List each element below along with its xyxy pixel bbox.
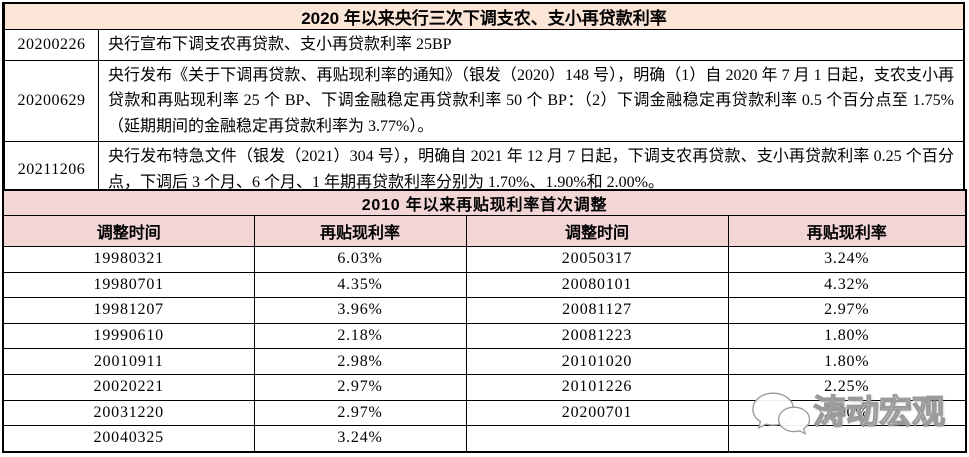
rate-value-cell: 6.03% xyxy=(253,246,467,273)
column-header-adjust-time: 调整时间 xyxy=(2,215,255,247)
adjust-date-cell: 19980321 xyxy=(2,246,255,273)
relending-rate-cuts-table: 2020 年以来央行三次下调支农、支小再贷款利率 20200226 央行宣布下调… xyxy=(2,2,965,199)
table2-title: 2010 年以来再贴现利率首次调整 xyxy=(2,189,967,216)
table-row: 19980321 6.03% 20050317 3.24% xyxy=(2,246,967,273)
table2-title-row: 2010 年以来再贴现利率首次调整 xyxy=(2,189,967,216)
rate-value-cell: 2.97% xyxy=(727,297,967,324)
table1-title: 2020 年以来央行三次下调支农、支小再贷款利率 xyxy=(3,2,965,30)
table2-header-row: 调整时间 再贴现利率 调整时间 再贴现利率 xyxy=(2,215,967,247)
table-row: 20200629 央行发布《关于下调再贷款、再贴现利率的通知》（银发（2020）… xyxy=(3,59,965,142)
event-description-cell: 央行发布特急文件（银发（2021）304 号），明确自 2021 年 12 月 … xyxy=(98,141,965,199)
column-header-rediscount-rate: 再贴现利率 xyxy=(253,215,467,247)
column-header-rediscount-rate: 再贴现利率 xyxy=(727,215,967,247)
table-row: 20010911 2.98% 20101020 1.80% xyxy=(2,348,967,375)
table-row: 20031220 2.97% 20200701 2.00% xyxy=(2,399,967,427)
adjust-date-cell: 20081223 xyxy=(465,322,729,350)
adjust-date-cell: 20101020 xyxy=(465,348,729,375)
rate-value-cell: 3.96% xyxy=(253,297,467,324)
adjust-date-cell: 20010911 xyxy=(2,348,255,375)
rate-value-cell: 1.80% xyxy=(727,348,967,375)
adjust-date-cell: 20040325 xyxy=(2,425,255,453)
adjust-date-cell: 20080101 xyxy=(465,271,729,299)
table-row: 19990610 2.18% 20081223 1.80% xyxy=(2,322,967,350)
rate-value-cell: 2.98% xyxy=(253,348,467,375)
table-row: 19981207 3.96% 20081127 2.97% xyxy=(2,297,967,324)
table-row: 20020221 2.97% 20101226 2.25% xyxy=(2,373,967,401)
table-row: 20211206 央行发布特急文件（银发（2021）304 号），明确自 202… xyxy=(3,141,965,199)
event-description-cell: 央行发布《关于下调再贷款、再贴现利率的通知》（银发（2020）148 号），明确… xyxy=(98,59,965,142)
adjust-date-cell: 19980701 xyxy=(2,271,255,299)
event-date-cell: 20200629 xyxy=(3,59,99,142)
adjust-date-cell: 19981207 xyxy=(2,297,255,324)
adjust-date-cell: 20031220 xyxy=(2,399,255,427)
rate-value-cell: 2.00% xyxy=(727,399,967,427)
adjust-date-cell: 20101226 xyxy=(465,373,729,401)
rate-value-cell: 2.97% xyxy=(253,399,467,427)
adjust-date-cell xyxy=(465,425,729,453)
event-date-cell: 20200226 xyxy=(3,29,99,61)
rate-value-cell: 2.18% xyxy=(253,322,467,350)
table-row: 20200226 央行宣布下调支农再贷款、支小再贷款利率 25BP xyxy=(3,29,965,61)
event-description-cell: 央行宣布下调支农再贷款、支小再贷款利率 25BP xyxy=(98,29,965,61)
table-row: 19980701 4.35% 20080101 4.32% xyxy=(2,271,967,299)
rate-value-cell: 3.24% xyxy=(727,246,967,273)
table1-title-row: 2020 年以来央行三次下调支农、支小再贷款利率 xyxy=(3,2,965,30)
adjust-date-cell: 20020221 xyxy=(2,373,255,401)
rate-value-cell: 4.32% xyxy=(727,271,967,299)
adjust-date-cell: 20081127 xyxy=(465,297,729,324)
table-row: 20040325 3.24% xyxy=(2,425,967,453)
rate-value-cell xyxy=(727,425,967,453)
rediscount-rate-history-table: 2010 年以来再贴现利率首次调整 调整时间 再贴现利率 调整时间 再贴现利率 … xyxy=(2,189,968,453)
rate-value-cell: 2.97% xyxy=(253,373,467,401)
rate-value-cell: 2.25% xyxy=(727,373,967,401)
adjust-date-cell: 20050317 xyxy=(465,246,729,273)
rate-value-cell: 1.80% xyxy=(727,322,967,350)
column-header-adjust-time: 调整时间 xyxy=(465,215,729,247)
event-date-cell: 20211206 xyxy=(3,141,99,199)
rate-value-cell: 4.35% xyxy=(253,271,467,299)
rate-value-cell: 3.24% xyxy=(253,425,467,453)
adjust-date-cell: 20200701 xyxy=(465,399,729,427)
adjust-date-cell: 19990610 xyxy=(2,322,255,350)
